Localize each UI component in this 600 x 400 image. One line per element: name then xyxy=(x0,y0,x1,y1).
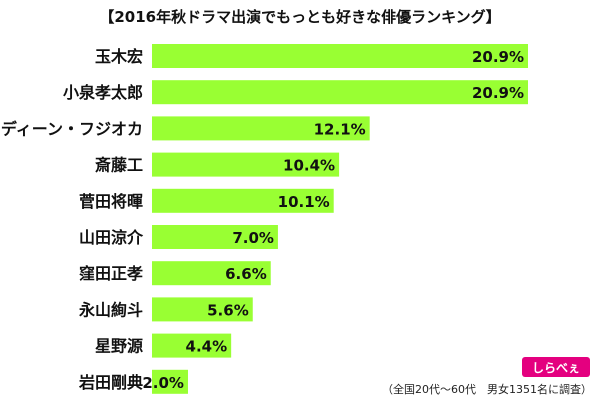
bar xyxy=(152,261,271,286)
category-label: ディーン・フジオカ xyxy=(1,119,143,138)
category-label: 星野源 xyxy=(95,337,143,356)
category-label: 斎藤工 xyxy=(95,156,143,175)
bar xyxy=(152,80,528,105)
bar xyxy=(152,369,188,394)
bar xyxy=(152,333,232,358)
category-label: 小泉孝太郎 xyxy=(63,83,143,102)
category-label: 窪田正孝 xyxy=(79,264,143,283)
category-label: 岩田剛典 xyxy=(78,373,143,392)
bar xyxy=(152,297,253,322)
category-label: 山田涼介 xyxy=(79,228,144,247)
bar xyxy=(152,225,278,249)
value-label: 7.0% xyxy=(232,229,274,247)
value-label: 2.0% xyxy=(142,374,184,392)
bar xyxy=(152,188,334,213)
value-label: 20.9% xyxy=(472,48,524,66)
value-label: 10.4% xyxy=(283,157,335,175)
value-label: 12.1% xyxy=(314,120,366,138)
value-label: 20.9% xyxy=(472,84,524,102)
category-label: 菅田将暉 xyxy=(79,192,143,211)
value-label: 6.6% xyxy=(225,265,267,283)
chart-title: 【2016年秋ドラマ出演でもっとも好きな俳優ランキング】 xyxy=(99,8,501,26)
logo-text: しらべぇ xyxy=(531,360,580,375)
survey-footnote: （全国20代〜60代 男女1351名に調査） xyxy=(382,383,592,396)
value-label: 10.1% xyxy=(278,193,330,211)
bar xyxy=(152,44,528,68)
value-label: 4.4% xyxy=(186,338,228,356)
shirabee-logo: しらべぇ xyxy=(522,357,590,377)
bar xyxy=(152,152,340,177)
value-label: 5.6% xyxy=(207,301,249,319)
bar xyxy=(152,116,370,141)
category-label: 玉木宏 xyxy=(95,47,143,66)
category-label: 永山絢斗 xyxy=(78,300,143,319)
